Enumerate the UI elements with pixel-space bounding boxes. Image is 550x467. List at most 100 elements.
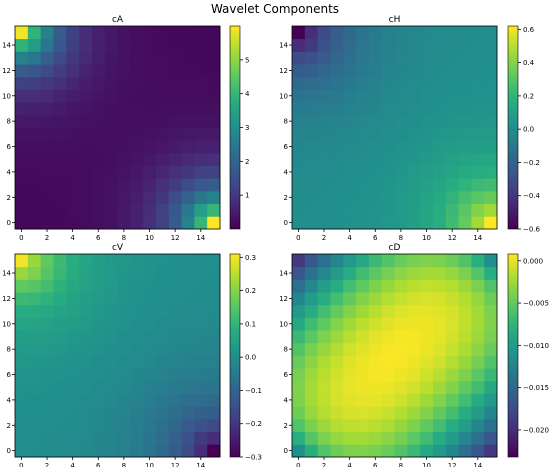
heatmap-cell [66, 190, 80, 205]
heatmap-cell [356, 190, 370, 205]
heatmap-cell [420, 89, 434, 103]
heatmap-cell [445, 317, 459, 331]
y-tick-label: 8 [284, 118, 288, 126]
heatmap-cell [91, 64, 106, 78]
heatmap-cell [104, 38, 118, 52]
heatmap-cell [458, 406, 472, 420]
colorbar-tick-label: 0.3 [245, 254, 256, 262]
heatmap-cell [66, 406, 80, 420]
heatmap-cell [79, 203, 93, 217]
heatmap-cell [458, 355, 472, 369]
heatmap-cell [484, 431, 498, 445]
heatmap-cell [445, 38, 459, 52]
y-tick-label: 10 [2, 320, 11, 328]
heatmap-cell [79, 38, 93, 52]
heatmap-cell [66, 279, 80, 293]
heatmap-cell [292, 76, 306, 90]
heatmap-cell [292, 304, 306, 318]
heatmap-cell [130, 342, 144, 356]
heatmap-cell [143, 38, 157, 52]
heatmap-cell [53, 380, 67, 394]
heatmap-cell [356, 26, 370, 40]
heatmap-cell [155, 190, 170, 205]
heatmap-cell [368, 418, 383, 433]
heatmap-cell [394, 355, 408, 369]
heatmap-cell [117, 178, 131, 192]
heatmap-cell [155, 431, 170, 445]
heatmap-cell [317, 102, 331, 116]
heatmap-cell [343, 279, 357, 293]
y-tick-label: 4 [284, 396, 289, 404]
heatmap-cell [91, 165, 106, 179]
x-tick-label: 4 [347, 234, 352, 242]
heatmap-cell [304, 431, 319, 445]
heatmap-cell [79, 102, 93, 116]
heatmap-cell [445, 431, 459, 445]
heatmap-cell [292, 216, 306, 230]
heatmap-cell [381, 380, 395, 394]
heatmap-cell [207, 127, 221, 141]
heatmap-cell [53, 76, 67, 90]
heatmap-cell [394, 102, 408, 116]
heatmap-cell [27, 89, 42, 103]
heatmap-cell [471, 266, 485, 280]
heatmap-cell [407, 38, 421, 52]
heatmap-cell [207, 418, 221, 433]
heatmap-cell [27, 203, 42, 217]
heatmap-cell [143, 178, 157, 192]
heatmap-cell [53, 266, 67, 280]
heatmap-cell [458, 51, 472, 65]
heatmap-cell [445, 76, 459, 90]
heatmap-cell [66, 114, 80, 128]
heatmap-cell [381, 393, 395, 407]
heatmap-cell [445, 380, 459, 394]
heatmap-cell [292, 380, 306, 394]
heatmap-cell [40, 393, 54, 407]
heatmap-cell [130, 127, 144, 141]
heatmap-cell [292, 152, 306, 166]
heatmap-cell [79, 304, 93, 318]
heatmap-cell [381, 178, 395, 192]
heatmap-cell [117, 64, 131, 78]
heatmap-cell [407, 127, 421, 141]
heatmap-cell [458, 76, 472, 90]
heatmap-cell [194, 89, 208, 103]
heatmap-cell [458, 380, 472, 394]
heatmap-cell [168, 51, 182, 65]
heatmap-cell [368, 203, 383, 217]
heatmap-cell [130, 178, 144, 192]
heatmap-cell [130, 304, 144, 318]
heatmap-cell [368, 368, 383, 382]
heatmap-cell [181, 393, 195, 407]
heatmap-cell [407, 279, 421, 293]
heatmap-cell [407, 140, 421, 154]
heatmap-cell [432, 393, 447, 407]
heatmap-cell [381, 266, 395, 280]
heatmap-cell [368, 26, 383, 40]
heatmap-cell [194, 304, 208, 318]
heatmap-cell [15, 406, 29, 420]
heatmap-cell [394, 114, 408, 128]
heatmap-cell [53, 304, 67, 318]
x-tick-label: 12 [171, 234, 180, 242]
heatmap-cell [471, 152, 485, 166]
figure-title: Wavelet Components [211, 2, 339, 16]
heatmap-cell [458, 292, 472, 306]
heatmap-cell [15, 203, 29, 217]
heatmap-cell [330, 152, 344, 166]
heatmap-cell [471, 393, 485, 407]
heatmap-cell [420, 431, 434, 445]
heatmap-cell [155, 355, 170, 369]
heatmap-cell [40, 406, 54, 420]
heatmap-cell [304, 216, 319, 230]
heatmap-cell [40, 304, 54, 318]
heatmap-cell [207, 140, 221, 154]
heatmap-cell [104, 330, 118, 344]
heatmap-cell [143, 304, 157, 318]
heatmap-cell [91, 444, 106, 458]
heatmap-cell [207, 355, 221, 369]
heatmap-cell [168, 38, 182, 52]
heatmap-cell [117, 89, 131, 103]
heatmap-cell [194, 254, 208, 268]
heatmap-cell [40, 292, 54, 306]
